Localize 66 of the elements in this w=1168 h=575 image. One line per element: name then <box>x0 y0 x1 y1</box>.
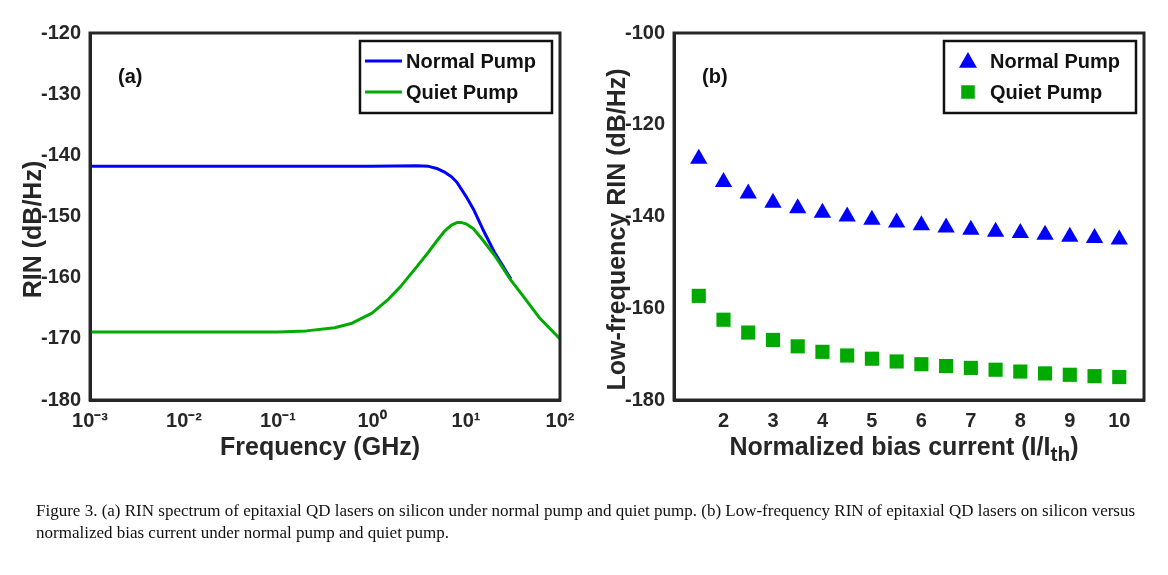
x-tick-label: 10² <box>545 408 575 431</box>
point <box>813 202 832 218</box>
y-tick-label: -130 <box>41 81 82 104</box>
point <box>1062 367 1077 382</box>
point <box>815 344 830 359</box>
point <box>1087 369 1102 384</box>
x-tick-label: 10⁻¹ <box>260 408 297 431</box>
point <box>764 192 782 208</box>
point <box>840 348 855 363</box>
y-tick-label: -180 <box>625 387 666 410</box>
point <box>789 198 807 214</box>
point <box>741 325 756 340</box>
x-axis-title: Normalized bias current (I/I$_{th}$) <box>728 432 1080 466</box>
caption: Figure 3. (a) RIN spectrum of epitaxial QD lasers on silicon under normal pump and quiet pump. (b) Low-frequency RIN of epitaxial QD lasers on silicon versus normalized bias current under normal pump and quiet pump. <box>36 500 1136 545</box>
point <box>691 288 706 303</box>
y-tick-label: -100 <box>625 20 666 43</box>
x-tick-label: 10¹ <box>451 408 481 431</box>
x-tick-label: 2 <box>717 408 730 431</box>
point <box>986 221 1005 237</box>
point <box>939 358 954 374</box>
x-tick-label: 10 <box>1108 408 1131 431</box>
point <box>864 351 879 366</box>
text: (b) <box>702 64 728 87</box>
point <box>1037 366 1053 381</box>
point <box>863 209 881 225</box>
point <box>912 215 931 231</box>
x-tick-label: 10⁻² <box>166 408 203 431</box>
x-tick-label: 9 <box>1064 408 1076 431</box>
point <box>1085 228 1104 244</box>
point <box>714 172 733 188</box>
y-tick-label: -170 <box>41 326 82 349</box>
legend-label: Normal Pump <box>405 49 537 72</box>
legend-label: Normal Pump <box>989 49 1121 72</box>
point <box>963 360 978 375</box>
point <box>765 332 781 347</box>
point <box>716 312 731 327</box>
point <box>1013 364 1028 379</box>
point <box>1110 229 1128 245</box>
x-tick-label: 10⁻³ <box>72 408 109 431</box>
point <box>889 354 904 369</box>
point <box>914 357 929 372</box>
x-tick-label: 7 <box>965 408 977 431</box>
x-tick-label: 8 <box>1014 408 1026 431</box>
point <box>790 339 805 354</box>
x-tick-label: 4 <box>816 408 829 431</box>
point <box>838 206 856 222</box>
y-tick-label: -120 <box>41 20 82 43</box>
legend-label: Quiet Pump <box>405 80 519 103</box>
point <box>1011 223 1029 239</box>
point <box>690 148 708 164</box>
legend-label: Quiet Pump <box>989 80 1103 103</box>
point <box>887 212 906 228</box>
point <box>1112 369 1127 385</box>
y-tick-label: -180 <box>41 387 82 410</box>
x-tick-label: 5 <box>866 408 878 431</box>
point <box>988 362 1003 377</box>
point <box>1061 226 1079 242</box>
point <box>962 219 980 235</box>
x-tick-label: 3 <box>767 408 779 431</box>
text: (a) <box>118 64 143 87</box>
x-axis-title: Frequency (GHz) <box>219 432 421 461</box>
point <box>1036 224 1054 240</box>
point <box>739 183 757 199</box>
point <box>937 217 955 233</box>
x-tick-label: 6 <box>915 408 927 431</box>
x-tick-label: 10⁰ <box>357 408 387 431</box>
